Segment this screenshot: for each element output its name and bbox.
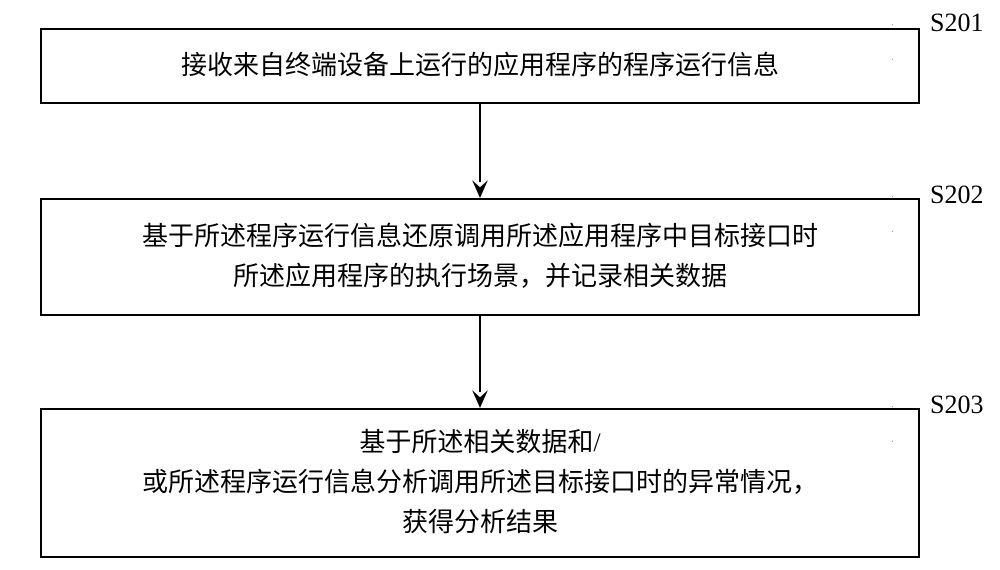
step-box-1: 接收来自终端设备上运行的应用程序的程序运行信息 xyxy=(40,28,920,104)
step-text-2: 基于所述程序运行信息还原调用所述应用程序中目标接口时所述应用程序的执行场景，并记… xyxy=(142,217,818,298)
step-box-3: 基于所述相关数据和/或所述程序运行信息分析调用所述目标接口时的异常情况，获得分析… xyxy=(40,408,920,558)
flowchart-canvas: 接收来自终端设备上运行的应用程序的程序运行信息 S201 基于所述程序运行信息还… xyxy=(0,0,1000,570)
step-text-3: 基于所述相关数据和/或所述程序运行信息分析调用所述目标接口时的异常情况，获得分析… xyxy=(142,423,818,544)
step-text-1: 接收来自终端设备上运行的应用程序的程序运行信息 xyxy=(181,46,779,86)
step-label-3: S203 xyxy=(930,390,983,420)
step-label-1: S201 xyxy=(930,8,983,38)
step-box-2: 基于所述程序运行信息还原调用所述应用程序中目标接口时所述应用程序的执行场景，并记… xyxy=(40,198,920,316)
step-label-2: S202 xyxy=(930,180,983,210)
